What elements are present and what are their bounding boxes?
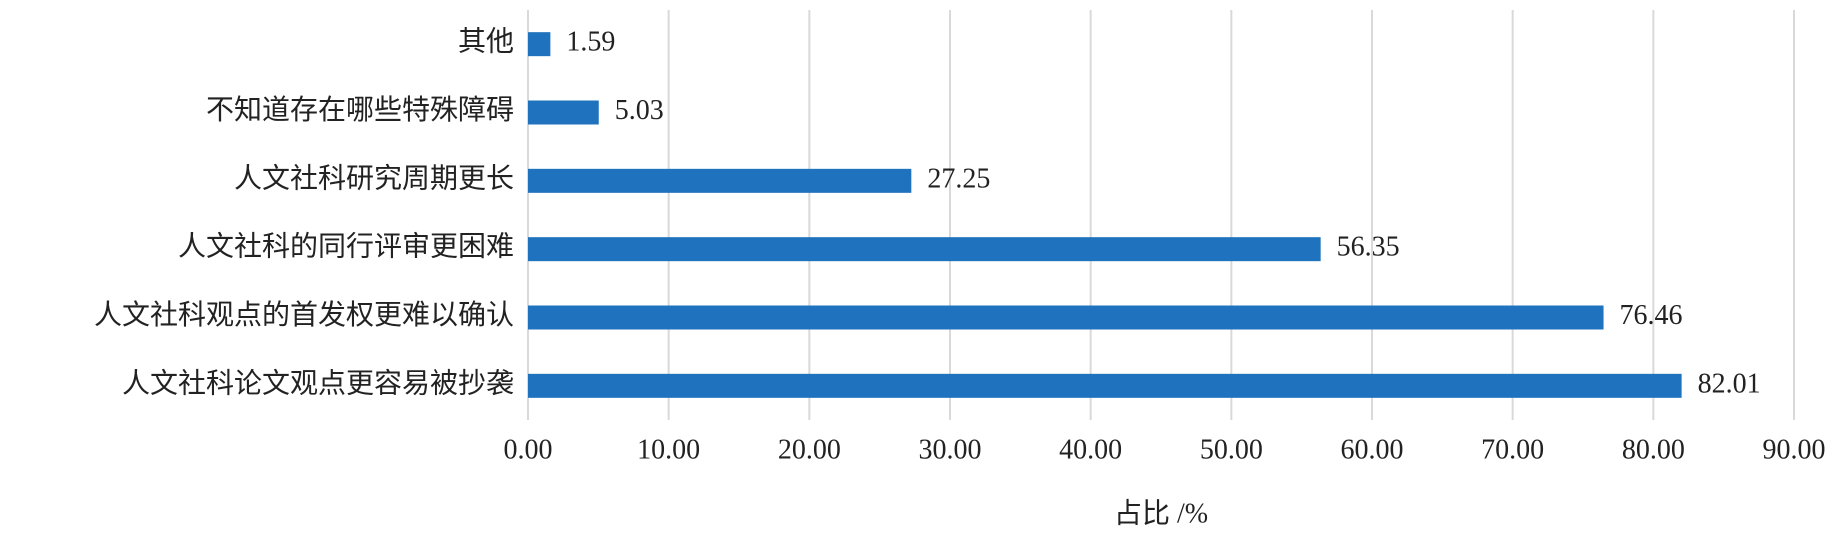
x-tick-label: 20.00 <box>778 434 841 465</box>
x-tick-label: 0.00 <box>504 434 553 465</box>
data-label: 5.03 <box>615 95 664 126</box>
x-tick-label: 90.00 <box>1763 434 1826 465</box>
y-tick-label: 人文社科观点的首发权更难以确认 <box>94 299 514 331</box>
y-tick-label: 人文社科研究周期更长 <box>234 162 514 194</box>
bar <box>528 100 599 125</box>
data-label: 1.59 <box>566 27 615 58</box>
bar <box>528 373 1682 398</box>
y-tick-label: 不知道存在哪些特殊障碍 <box>206 94 514 126</box>
data-label: 27.25 <box>927 163 990 194</box>
bar <box>528 237 1321 262</box>
x-tick-label: 50.00 <box>1200 434 1263 465</box>
x-tick-label: 70.00 <box>1481 434 1544 465</box>
bar <box>528 168 912 193</box>
data-label: 56.35 <box>1337 232 1400 263</box>
x-tick-label: 40.00 <box>1059 434 1122 465</box>
x-tick-label: 10.00 <box>637 434 700 465</box>
y-tick-label: 人文社科论文观点更容易被抄袭 <box>122 367 514 399</box>
bar <box>528 32 551 57</box>
bar <box>528 305 1604 330</box>
x-tick-label: 30.00 <box>919 434 982 465</box>
data-label: 76.46 <box>1620 300 1683 331</box>
x-tick-label: 60.00 <box>1341 434 1404 465</box>
y-tick-label: 其他 <box>458 26 514 58</box>
data-label: 82.01 <box>1698 368 1761 399</box>
y-tick-label: 人文社科的同行评审更困难 <box>178 231 514 263</box>
x-tick-label: 80.00 <box>1622 434 1685 465</box>
x-axis-title: 占比 /% <box>1114 497 1208 529</box>
